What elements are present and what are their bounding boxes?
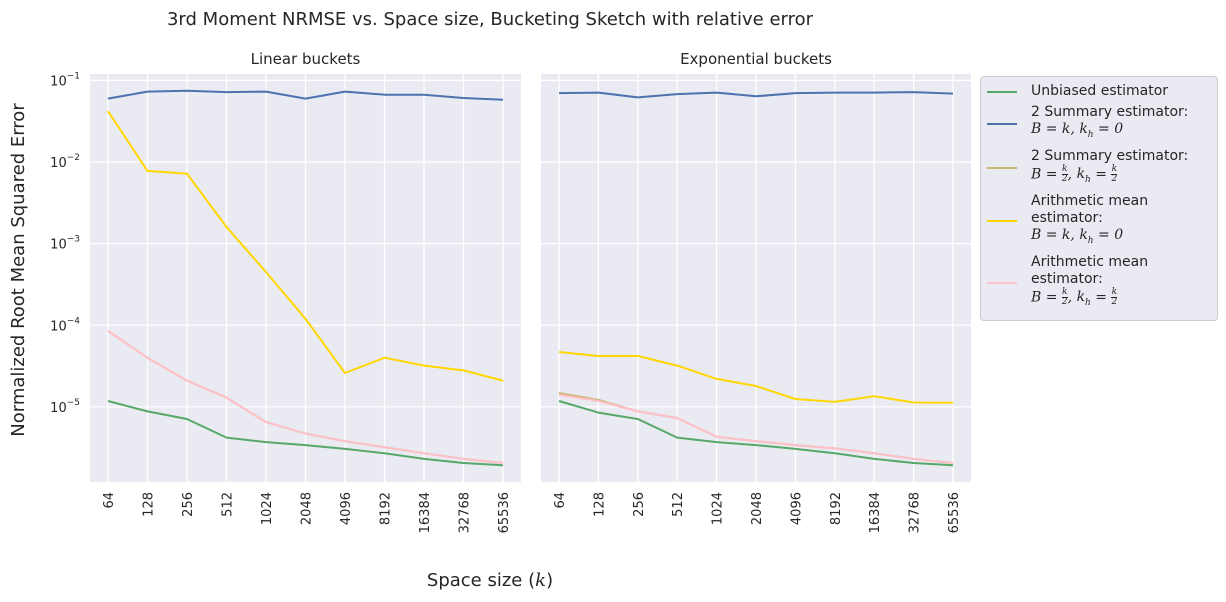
x-tick-label: 64	[102, 492, 117, 509]
x-tick-label: 2048	[750, 492, 765, 525]
x-tick-label: 16384	[868, 492, 883, 533]
x-tick-label: 32768	[458, 492, 473, 533]
legend-formula: B = k, kh = 0	[1031, 121, 1124, 140]
y-tick-label: 10−5	[50, 398, 80, 416]
y-tick-label: 10−2	[50, 153, 80, 171]
x-tick-label: 8192	[379, 492, 394, 525]
x-tick-label: 1024	[260, 492, 275, 525]
series-line	[558, 91, 954, 99]
legend-swatch	[987, 90, 1017, 93]
legend-swatch	[987, 167, 1017, 170]
series-line	[558, 351, 954, 404]
series-line	[107, 110, 504, 382]
x-tick-label: 8192	[829, 492, 844, 525]
y-tick-label: 10−3	[50, 235, 80, 253]
legend-item: 2 Summary estimator: B = k, kh = 0	[981, 102, 1217, 146]
series-line	[107, 89, 504, 101]
x-tick-label: 32768	[908, 492, 923, 533]
legend-label: 2 Summary estimator:	[1031, 147, 1189, 164]
x-tick-label: 65536	[947, 492, 962, 533]
series-line	[107, 400, 504, 467]
series-line	[558, 393, 954, 464]
legend-swatch	[987, 282, 1017, 285]
legend-item: Unbiased estimator	[981, 81, 1217, 102]
x-tick-label: 256	[632, 492, 647, 517]
figure-title: 3rd Moment NRMSE vs. Space size, Bucketi…	[167, 9, 814, 30]
x-tick-label: 256	[181, 492, 196, 517]
x-tick-label: 4096	[339, 492, 354, 525]
x-tick-label: 512	[221, 492, 236, 517]
legend-label: 2 Summary estimator:	[1031, 104, 1189, 120]
x-tick-label: 1024	[711, 492, 726, 525]
series-line	[558, 400, 954, 467]
y-axis-label: Normalized Root Mean Squared Error	[8, 103, 29, 437]
x-tick-label: 2048	[300, 492, 315, 525]
panel-title: Exponential buckets	[680, 50, 832, 68]
series-line	[107, 330, 504, 464]
x-tick-label: 65536	[497, 492, 512, 533]
x-tick-label: 64	[553, 492, 568, 509]
legend-swatch	[987, 122, 1017, 125]
legend-label: Arithmetic mean estimator:	[1031, 253, 1149, 287]
legend-label: Arithmetic mean estimator:	[1031, 193, 1149, 227]
panel-exponential: 64 128 256 512 1024 2048 4096 8192 16384 32768 655…	[541, 50, 971, 533]
legend-label: Unbiased estimator	[1031, 83, 1169, 99]
chart-legend: Unbiased estimator 2 Summary estimator: B …	[980, 76, 1218, 322]
x-tick-label: 128	[592, 492, 607, 517]
x-tick-label: 128	[142, 492, 157, 517]
x-tick-label: 512	[671, 492, 686, 517]
x-axis-label: Space size (k)	[427, 570, 553, 591]
legend-swatch	[987, 220, 1017, 223]
panel-linear: 64 128 256 512 1024 2048 4096 8192 16384 32768 655…	[50, 50, 521, 533]
legend-formula: B = k, kh = 0	[1031, 227, 1124, 246]
panel-title: Linear buckets	[251, 50, 361, 68]
y-tick-label: 10−1	[50, 71, 80, 89]
x-tick-label: 4096	[789, 492, 804, 525]
y-tick-label: 10−4	[50, 316, 80, 334]
x-tick-label: 16384	[418, 492, 433, 533]
legend-item: Arithmetic mean estimator: B = k, kh = 0	[981, 191, 1217, 252]
